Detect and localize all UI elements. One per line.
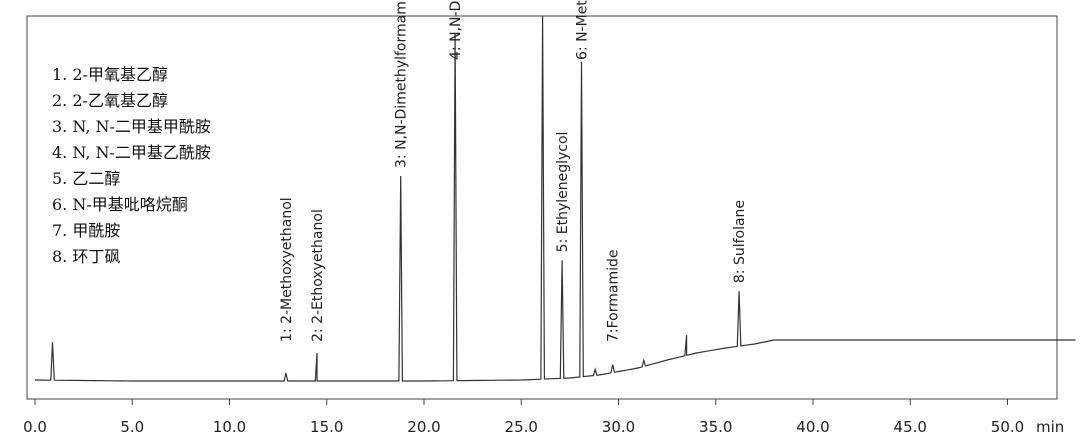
peak-label: 6: N-Methylpyrrolidone — [575, 0, 591, 60]
x-tick-label: 45.0 — [894, 418, 927, 436]
peak-label: 8: Sulfolane — [732, 200, 748, 283]
x-tick-label: 40.0 — [796, 418, 829, 436]
x-axis: 0.0 5.0 10.0 15.0 20.0 25.0 30.0 35.0 40.0 45.0 50… — [23, 399, 1024, 436]
peak-label: 2: 2-Ethoxyethanol — [310, 209, 326, 342]
legend: 1. 2-甲氧基乙醇 2. 2-乙氧基乙醇 3. N, N-二甲基甲酰胺 4. N, … — [52, 65, 211, 266]
peak-label: 5: Ethyleneglycol — [555, 132, 571, 253]
x-tick-label: 50.0 — [991, 418, 1024, 436]
x-tick-label: 5.0 — [120, 418, 144, 436]
legend-entry: 3. N, N-二甲基甲酰胺 — [52, 117, 211, 136]
x-tick-label: 0.0 — [23, 418, 47, 436]
legend-entry: 6. N-甲基吡咯烷酮 — [52, 195, 188, 214]
x-unit-label: min — [1036, 418, 1064, 436]
x-tick-label: 20.0 — [407, 418, 440, 436]
peak-labels: 1: 2-Methoxyethanol 2: 2-Ethoxyethanol 3: … — [279, 0, 748, 342]
peak-label: 4: N,N-Dimethylacetamide — [448, 0, 464, 60]
x-tick-label: 35.0 — [699, 418, 732, 436]
x-tick-label: 25.0 — [505, 418, 538, 436]
peak-label: 3: N,N-Dimethylformamide — [394, 0, 410, 168]
legend-entry: 4. N, N-二甲基乙酰胺 — [52, 143, 211, 162]
legend-entry: 8. 环丁砜 — [52, 247, 120, 266]
x-tick-label: 30.0 — [602, 418, 635, 436]
chromatogram-trace — [34, 15, 1076, 382]
x-tick-label: 15.0 — [310, 418, 343, 436]
legend-entry: 7. 甲酰胺 — [52, 221, 120, 240]
peak-label: 1: 2-Methoxyethanol — [279, 197, 295, 342]
legend-entry: 2. 2-乙氧基乙醇 — [52, 91, 168, 110]
peak-label: 7:Formamide — [606, 250, 622, 343]
legend-entry: 1. 2-甲氧基乙醇 — [52, 65, 168, 84]
legend-entry: 5. 乙二醇 — [52, 169, 120, 188]
x-tick-label: 10.0 — [213, 418, 246, 436]
